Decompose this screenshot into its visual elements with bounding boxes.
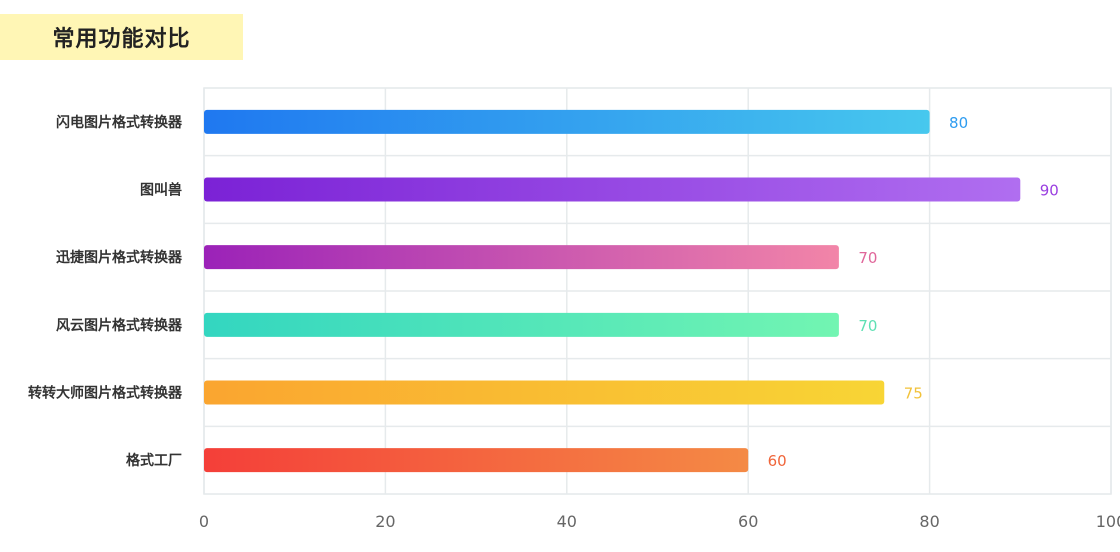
category-label: 迅捷图片格式转换器 xyxy=(56,249,183,266)
y-axis-labels: 闪电图片格式转换器图叫兽迅捷图片格式转换器风云图片格式转换器转转大师图片格式转换… xyxy=(28,114,183,469)
bar xyxy=(204,177,1021,202)
x-tick-label: 60 xyxy=(738,512,758,531)
bar xyxy=(204,109,930,134)
bar xyxy=(204,312,839,337)
bar xyxy=(204,448,749,473)
category-label: 风云图片格式转换器 xyxy=(56,317,183,334)
category-label: 闪电图片格式转换器 xyxy=(56,114,183,131)
bars xyxy=(204,109,1021,473)
x-tick-label: 40 xyxy=(557,512,577,531)
value-label: 60 xyxy=(768,452,787,470)
value-label: 70 xyxy=(858,317,877,335)
value-label: 70 xyxy=(858,249,877,267)
category-label: 转转大师图片格式转换器 xyxy=(28,385,183,402)
category-label: 图叫兽 xyxy=(140,182,182,199)
bar xyxy=(204,380,885,405)
value-labels: 80 90 70 70 75 60 xyxy=(768,114,1059,470)
chart-title: 常用功能对比 xyxy=(52,27,191,52)
bar xyxy=(204,245,839,270)
x-tick-label: 80 xyxy=(919,512,939,531)
grid-lines xyxy=(203,87,1112,495)
x-tick-label: 20 xyxy=(375,512,395,531)
value-label: 80 xyxy=(949,114,968,132)
category-label: 格式工厂 xyxy=(126,452,182,469)
x-tick-label: 0 xyxy=(199,512,209,531)
value-label: 75 xyxy=(904,385,923,403)
chart-title-badge: 常用功能对比 xyxy=(0,14,243,60)
value-label: 90 xyxy=(1040,182,1059,200)
x-tick-label: 100 xyxy=(1096,512,1120,531)
x-axis-labels: 0 20 40 60 80 100 xyxy=(199,512,1120,531)
